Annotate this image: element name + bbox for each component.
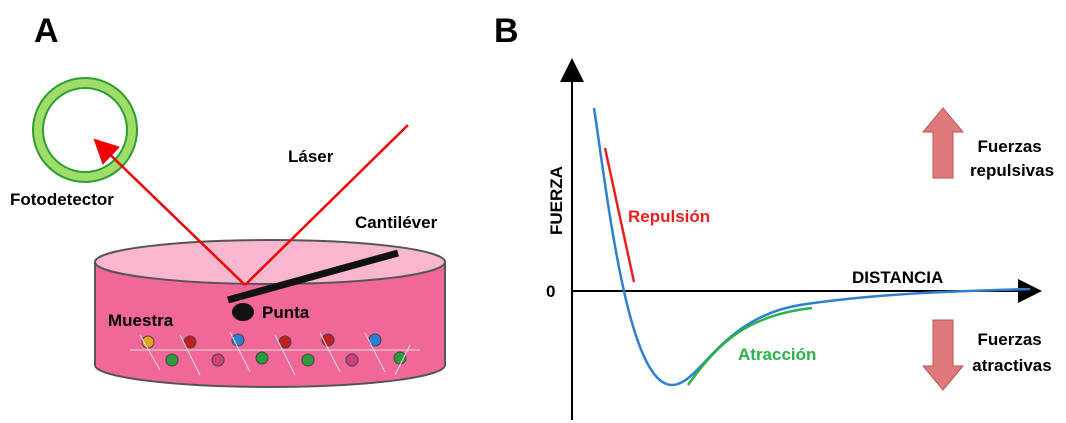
laser-reflected bbox=[93, 138, 246, 286]
label-line: Fuerzas bbox=[978, 137, 1042, 156]
repulsion-label: Repulsión bbox=[628, 207, 710, 226]
attractive-forces-label: Fuerzas atractivas bbox=[972, 330, 1051, 375]
down-arrow bbox=[921, 319, 965, 391]
cantilever bbox=[227, 249, 399, 304]
panel-label: B bbox=[494, 12, 519, 50]
panel-a: A Fotodetector Muestra Láser Cantiléver … bbox=[10, 12, 446, 388]
dish-body bbox=[94, 261, 446, 388]
zero-label: 0 bbox=[546, 282, 555, 301]
panel-label: A bbox=[34, 12, 59, 50]
panel-b: B FUERZA DISTANCIA 0 Repulsión Atracción… bbox=[494, 12, 1054, 420]
x-axis-label: DISTANCIA bbox=[852, 268, 943, 287]
repulsion-line bbox=[603, 147, 636, 283]
potential-curve bbox=[592, 107, 1031, 387]
photodetector-inner bbox=[34, 79, 136, 181]
photodetector-label: Fotodetector bbox=[10, 190, 114, 209]
tip-label: Punta bbox=[262, 303, 310, 322]
attraction-label: Atracción bbox=[738, 345, 816, 364]
attraction-line bbox=[686, 306, 813, 386]
y-axis-label: FUERZA bbox=[547, 166, 566, 235]
laser-incident bbox=[244, 124, 409, 286]
cells bbox=[130, 331, 420, 376]
laser-label: Láser bbox=[288, 147, 334, 166]
sample-label: Muestra bbox=[108, 311, 174, 330]
repulsive-forces-label: Fuerzas repulsivas bbox=[970, 137, 1054, 180]
up-arrow bbox=[921, 107, 965, 179]
label-line: Fuerzas bbox=[978, 330, 1042, 349]
label-line: repulsivas bbox=[970, 161, 1054, 180]
label-line: atractivas bbox=[972, 356, 1051, 375]
cantilever-label: Cantiléver bbox=[355, 213, 438, 232]
tip bbox=[232, 303, 254, 321]
